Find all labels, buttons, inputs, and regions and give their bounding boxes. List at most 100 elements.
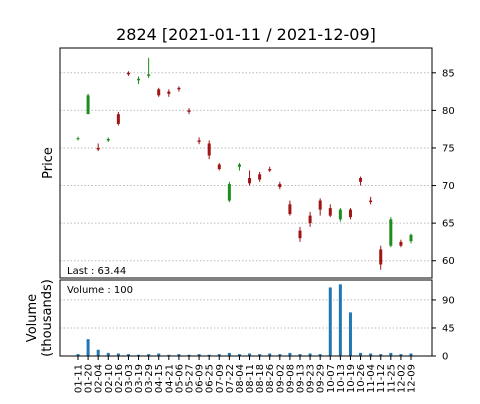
volume-bar: [86, 339, 90, 356]
x-tick-label: 10-26: [356, 364, 367, 393]
volume-bar: [338, 284, 342, 356]
volume-bar: [237, 354, 241, 356]
y-tick-label: 60: [442, 256, 455, 267]
volume-bar: [207, 354, 211, 356]
volume-bar: [278, 354, 282, 356]
volume-bar: [298, 354, 302, 356]
x-tick-label: 12-02: [396, 364, 407, 393]
y-tick-label: 85: [442, 68, 455, 79]
candle-body: [298, 230, 302, 239]
candle-body: [399, 241, 403, 246]
x-tick-label: 09-29: [316, 364, 327, 393]
x-tick-label: 03-03: [124, 364, 135, 393]
x-tick-label: 09-13: [296, 364, 307, 393]
candle-body: [328, 208, 332, 216]
x-tick-label: 04-21: [164, 364, 175, 393]
x-tick-label: 12-09: [407, 364, 418, 393]
x-tick-label: 06-09: [195, 364, 206, 393]
candle-body: [258, 174, 262, 180]
x-tick-label: 08-11: [245, 364, 256, 393]
volume-bar: [318, 354, 322, 356]
candle-body: [409, 234, 413, 242]
candle-body: [359, 178, 363, 182]
volume-bar: [399, 354, 403, 356]
candle-body: [167, 91, 171, 94]
x-tick-label: 09-23: [306, 364, 317, 393]
volume-bar: [268, 353, 272, 356]
volume-bar: [197, 354, 201, 356]
volume-bar: [137, 354, 141, 356]
candle-body: [157, 89, 161, 96]
x-tick-label: 11-04: [366, 364, 377, 393]
x-tick-label: 08-18: [255, 364, 266, 393]
candle-body: [137, 78, 141, 81]
volume-bar: [76, 354, 80, 356]
price-frame: [59, 47, 433, 279]
last-annotation: Last : 63.44: [67, 266, 126, 277]
y-tick-label: 65: [442, 219, 455, 230]
volume-bar: [217, 354, 221, 356]
candle-body: [248, 178, 252, 184]
candle-body: [187, 110, 191, 112]
x-tick-label: 01-11: [74, 364, 85, 393]
x-tick-label: 09-02: [275, 364, 286, 393]
candle-body: [96, 147, 100, 150]
x-tick-label: 04-15: [154, 364, 165, 393]
x-tick-label: 03-29: [144, 364, 155, 393]
x-tick-label: 05-27: [185, 364, 196, 393]
x-tick-label: 07-22: [225, 364, 236, 393]
x-tick-label: 08-26: [265, 364, 276, 393]
candle-body: [369, 200, 373, 203]
volume-frame: [59, 279, 433, 357]
volume-tick-label: 45: [442, 323, 455, 334]
candle-body: [318, 200, 322, 210]
volume-bar: [328, 287, 332, 356]
volume-annotation: Volume : 100: [67, 285, 133, 296]
x-tick-label: 05-06: [174, 364, 185, 393]
y-tick-label: 75: [442, 143, 455, 154]
volume-bar: [106, 352, 110, 356]
volume-bar: [288, 352, 292, 356]
volume-bar: [177, 354, 181, 356]
volume-bar: [157, 353, 161, 356]
candle-body: [278, 184, 282, 188]
x-tick-label: 10-07: [326, 364, 337, 393]
candle-body: [207, 143, 211, 156]
candle-body: [308, 215, 312, 224]
volume-bar: [258, 354, 262, 356]
x-tick-label: 01-20: [84, 364, 95, 393]
volume-bar: [187, 354, 191, 356]
candle-body: [197, 140, 201, 142]
x-tick-label: 09-08: [285, 364, 296, 393]
volume-bar: [389, 352, 393, 356]
candle-body: [116, 114, 120, 124]
x-tick-label: 02-16: [114, 364, 125, 393]
volume-bar: [348, 312, 352, 356]
volume-bar: [116, 353, 120, 356]
candle-body: [389, 219, 393, 246]
volume-axis-label: Volume: [25, 294, 40, 342]
volume-bar: [96, 349, 100, 356]
x-tick-label: 11-12: [376, 364, 387, 393]
volume-tick-label: 0: [442, 352, 448, 363]
volume-bar: [359, 352, 363, 356]
volume-tick-label: 90: [442, 295, 455, 306]
y-tick-label: 70: [442, 181, 455, 192]
volume-bar: [126, 354, 130, 356]
candle-body: [338, 209, 342, 220]
x-tick-label: 03-19: [134, 364, 145, 393]
candle-body: [227, 184, 231, 201]
x-tick-label: 02-10: [104, 364, 115, 393]
candle-body: [379, 249, 383, 265]
x-tick-label: 11-25: [386, 364, 397, 393]
candle-body: [86, 95, 90, 115]
candle-body: [268, 169, 272, 171]
y-tick-label: 80: [442, 106, 455, 117]
candle-body: [106, 138, 110, 141]
candle-body: [217, 164, 221, 170]
x-tick-label: 02-04: [94, 364, 105, 393]
candle-body: [126, 72, 130, 75]
chart-title: 2824 [2021-01-11 / 2021-12-09]: [116, 25, 376, 44]
volume-bar: [369, 353, 373, 356]
